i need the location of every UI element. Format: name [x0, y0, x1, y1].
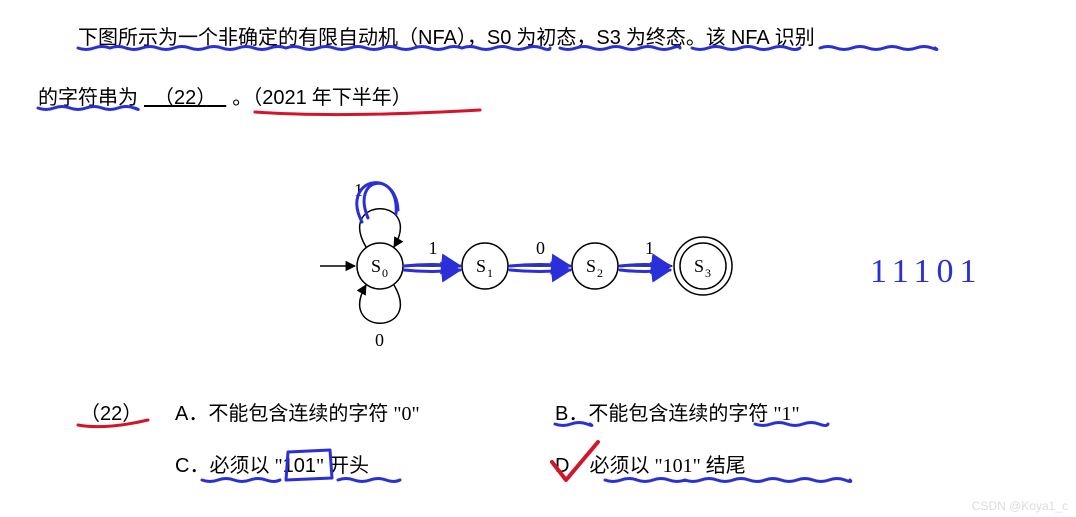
svg-text:11101: 11101 — [870, 253, 982, 290]
hand-annotations: 11101 — [38, 47, 982, 482]
svg-text:0: 0 — [536, 238, 545, 258]
svg-text:1: 1 — [645, 238, 654, 258]
svg-text:3: 3 — [705, 266, 711, 280]
svg-text:S: S — [586, 256, 596, 276]
svg-text:0: 0 — [382, 266, 388, 280]
svg-text:1: 1 — [429, 238, 438, 258]
svg-text:0: 0 — [375, 330, 384, 350]
svg-text:S: S — [694, 256, 704, 276]
diagram-and-annotations: S0S1S2S310101 11101 — [0, 0, 1076, 517]
svg-text:S: S — [371, 256, 381, 276]
svg-text:2: 2 — [597, 266, 603, 280]
svg-text:1: 1 — [487, 266, 493, 280]
svg-text:S: S — [476, 256, 486, 276]
